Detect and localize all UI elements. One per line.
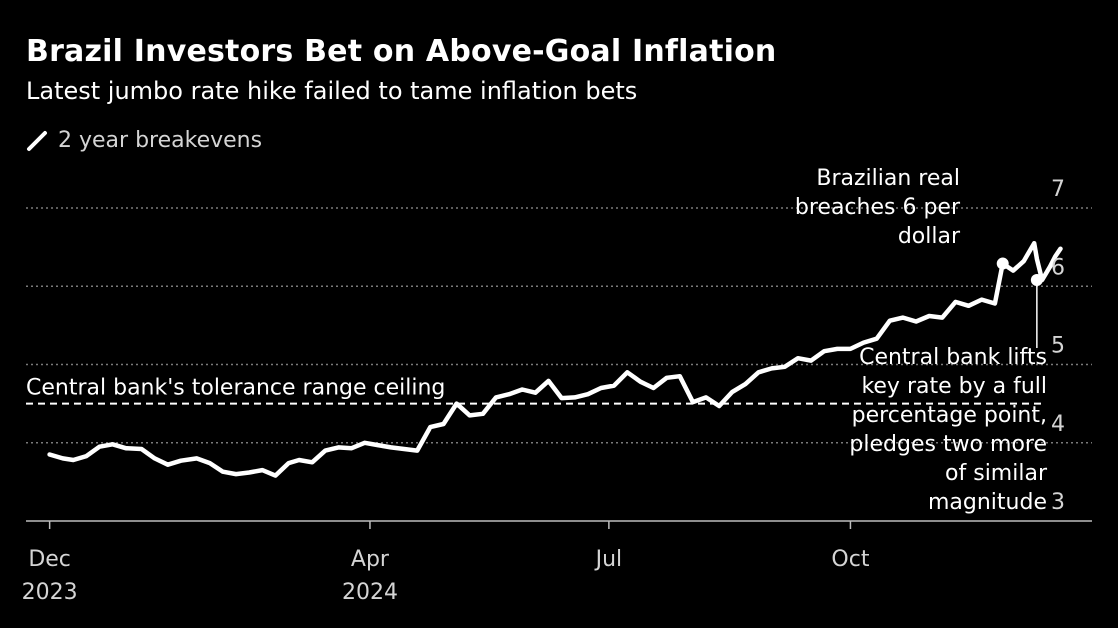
x-tick-label: Dec	[28, 547, 71, 572]
annotation-text-real: dollar	[898, 224, 961, 249]
annotation-marker-real	[996, 257, 1009, 270]
reference-line-group: Central bank's tolerance range ceiling	[26, 376, 1042, 405]
y-tick-label: 7	[1051, 177, 1065, 202]
chart-subtitle: Latest jumbo rate hike failed to tame in…	[26, 77, 638, 105]
legend-label: 2 year breakevens	[58, 128, 263, 153]
x-tick-label: 2024	[342, 580, 398, 605]
annotation-text-rate-hike: magnitude	[928, 490, 1047, 515]
annotation-text-rate-hike: Central bank lifts	[859, 345, 1047, 370]
x-tick-label: 2023	[22, 580, 78, 605]
y-axis: 3 4 5 6 7	[1051, 177, 1065, 515]
tolerance-ceiling-label: Central bank's tolerance range ceiling	[26, 376, 445, 401]
annotation-text-real: Brazilian real	[816, 166, 960, 191]
x-tick-label: Oct	[831, 547, 869, 572]
y-tick-label: 4	[1051, 412, 1065, 437]
legend-line-icon	[27, 130, 47, 151]
annotation-text-real: breaches 6 per	[795, 195, 961, 220]
series-line-2y-breakevens	[47, 240, 1063, 478]
x-tick-label: Apr	[351, 547, 390, 572]
annotation-group: Brazilian real breaches 6 per dollar Centra…	[795, 166, 1048, 515]
y-tick-label: 5	[1051, 334, 1065, 359]
annotation-text-rate-hike: key rate by a full	[861, 374, 1047, 399]
chart-title: Brazil Investors Bet on Above-Goal Infla…	[26, 34, 777, 69]
annotation-text-rate-hike: percentage point,	[852, 403, 1047, 428]
x-axis: Dec 2023 Apr 2024 Jul Oct	[22, 520, 1092, 605]
legend: 2 year breakevens	[26, 128, 262, 153]
annotation-text-rate-hike: pledges two more	[849, 432, 1047, 457]
x-tick-label: Jul	[594, 547, 623, 572]
annotation-text-rate-hike: of similar	[945, 461, 1048, 486]
y-tick-label: 6	[1051, 255, 1065, 280]
annotation-marker-rate-hike	[1030, 273, 1043, 286]
y-tick-label: 3	[1051, 490, 1065, 515]
series-group	[47, 240, 1063, 478]
